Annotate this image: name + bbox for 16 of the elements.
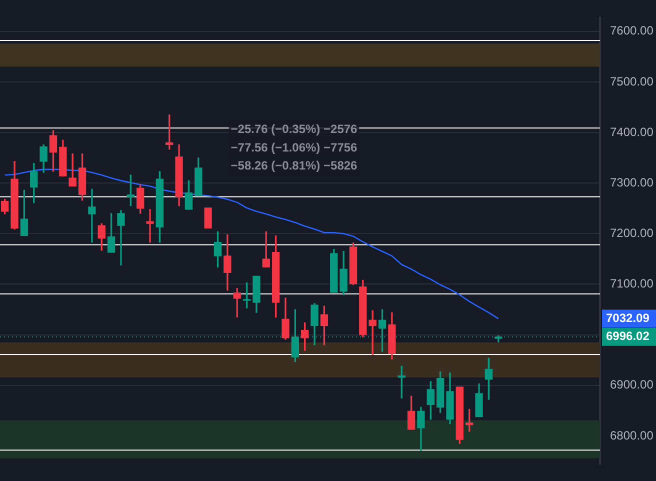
y-tick-label: 6900.00 xyxy=(610,378,654,392)
candlestick xyxy=(146,209,154,243)
y-tick-label: 7400.00 xyxy=(610,124,654,139)
annotation: −77.56 (−1.06%) −7756 xyxy=(230,140,358,154)
y-tick-label: 7100.00 xyxy=(610,276,654,291)
y-tick-label: 7500.00 xyxy=(610,74,654,88)
y-tick-label: 7200.00 xyxy=(610,226,654,240)
candlestick xyxy=(88,188,96,243)
y-tick-label: 7300.00 xyxy=(610,175,654,190)
ref-line-label: 6996.02 xyxy=(606,329,650,344)
y-tick-label: 7600.00 xyxy=(610,24,654,38)
y-tick-label: 6800.00 xyxy=(610,428,654,442)
text: 7032.09 xyxy=(606,310,650,325)
annotation: −58.26 (−0.81%) −5826 xyxy=(230,158,358,173)
annotation: −25.76 (−0.35%) −2576 xyxy=(230,122,358,136)
candlestick xyxy=(117,210,125,266)
